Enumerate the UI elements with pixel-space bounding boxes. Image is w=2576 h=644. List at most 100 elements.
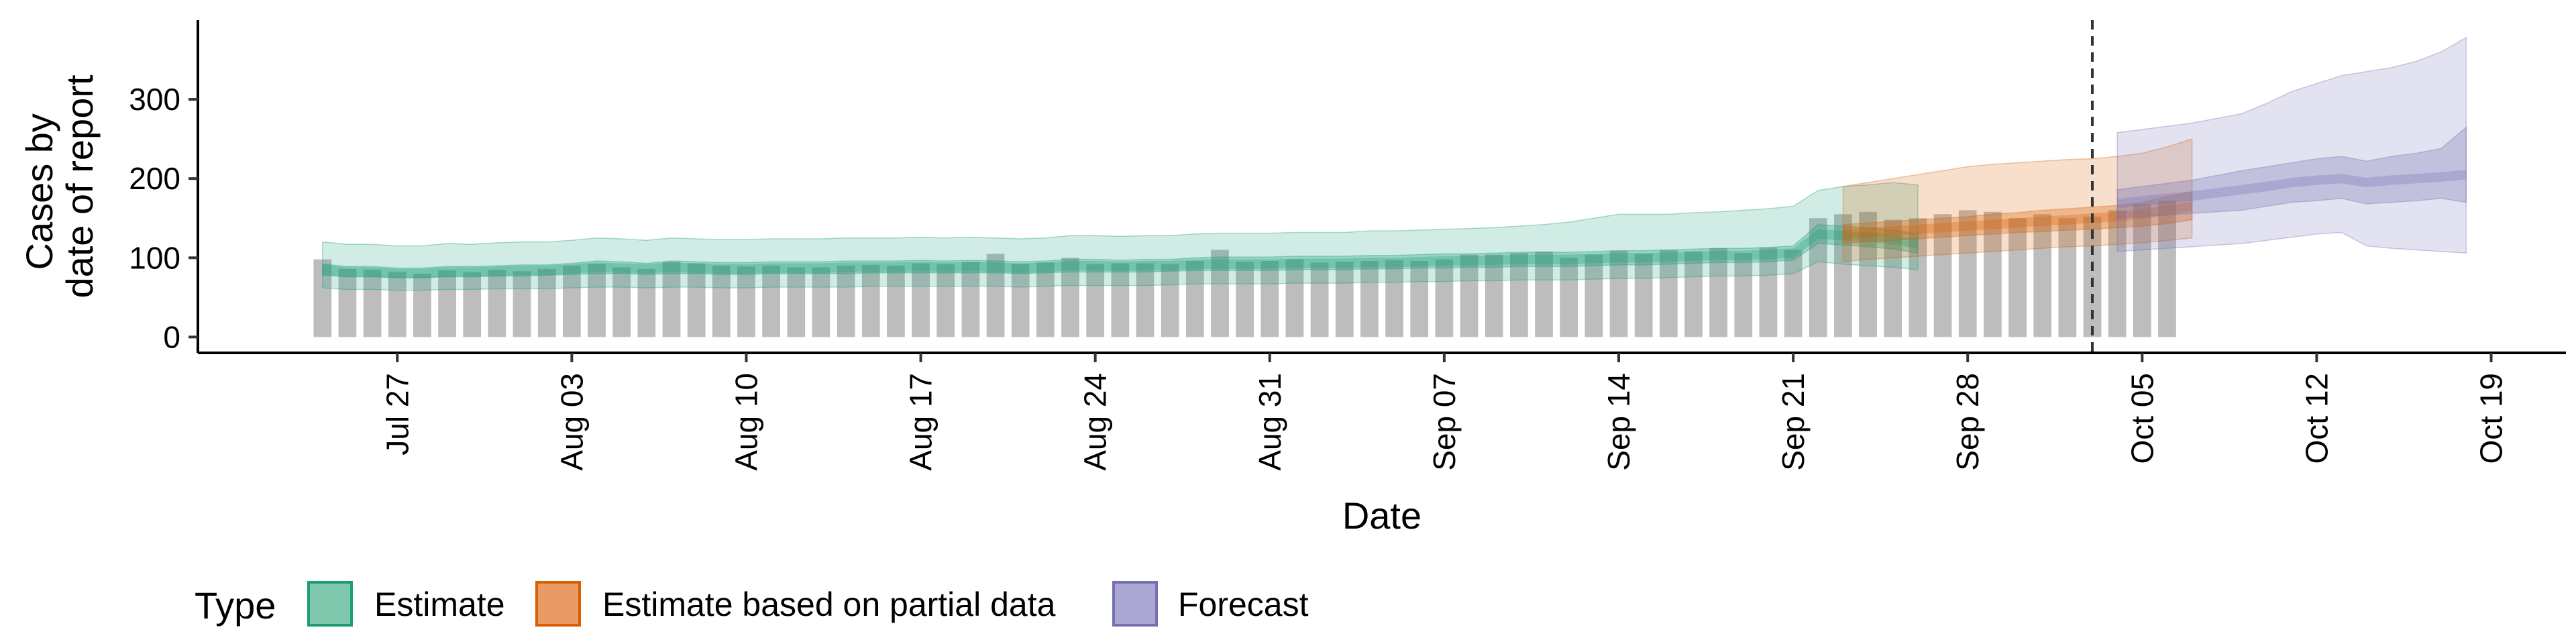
case-bar [1310, 262, 1329, 337]
estimate-based-on-partial-data-band-50 [1842, 191, 2193, 244]
case-bar [1360, 261, 1379, 337]
x-tick-label: Aug 17 [904, 373, 938, 471]
case-bar [712, 266, 731, 337]
legend-title: Type [195, 584, 276, 627]
estimate-based-on-partial-data-band-90 [1842, 138, 2193, 263]
case-bar [1933, 214, 1952, 337]
case-bar [488, 270, 506, 337]
y-tick-label: 300 [129, 82, 180, 117]
x-tick-label: Sep 14 [1601, 373, 1636, 471]
case-bar [1784, 250, 1803, 337]
case-bar [1335, 262, 1354, 337]
case-bar [1011, 264, 1030, 337]
y-axis-title: Cases by date of report [18, 74, 101, 299]
case-bar [562, 266, 581, 337]
case-bar [413, 273, 431, 337]
case-bar [1260, 261, 1279, 337]
case-bar [612, 267, 631, 337]
case-bar [662, 262, 681, 337]
case-bar [1659, 250, 1678, 337]
x-tick-label: Jul 27 [380, 373, 415, 455]
case-bar [388, 272, 407, 337]
case-bar [313, 259, 332, 337]
case-bar [1111, 263, 1130, 337]
case-bar [1609, 250, 1628, 337]
case-bar [1061, 258, 1079, 337]
case-bar [438, 270, 456, 337]
legend-key-partial [535, 581, 581, 627]
case-bar [1460, 254, 1479, 337]
case-bar [1734, 253, 1753, 337]
case-bar [1086, 264, 1105, 337]
case-bar [1211, 250, 1229, 337]
x-ticks: Jul 27 Aug 03 Aug 10 Aug 17 Aug 24 Aug 31 Sep … [380, 353, 2509, 471]
estimate-median-band [322, 229, 1918, 278]
x-tick-label: Aug 03 [554, 373, 589, 471]
estimate-based-on-partial-data-median-band [1843, 201, 2192, 239]
legend-label-partial: Estimate based on partial data [602, 586, 1056, 623]
case-bar [513, 271, 531, 337]
case-bar [912, 263, 930, 337]
case-bar [1485, 254, 1503, 337]
case-bar [2158, 201, 2176, 337]
case-bar [961, 262, 980, 337]
case-bar [537, 268, 556, 337]
case-bar [2133, 203, 2151, 337]
y-axis-title-line-1: Cases by [18, 113, 60, 270]
case-bar [837, 266, 855, 337]
case-bar [1709, 248, 1728, 337]
case-bar [1834, 214, 1852, 337]
case-bar [1236, 262, 1254, 337]
case-bar [1909, 218, 1927, 337]
case-bar [1385, 260, 1403, 337]
case-bar [1535, 251, 1553, 337]
case-bar [2108, 210, 2127, 337]
legend: Type Estimate Estimate based on partial … [195, 581, 1309, 627]
reported-case-bars [313, 201, 2176, 337]
x-tick-label: Oct 12 [2299, 373, 2334, 464]
legend-label-estimate: Estimate [374, 586, 505, 623]
case-bar [1161, 264, 1179, 337]
case-bar [861, 264, 880, 337]
x-tick-label: Sep 28 [1950, 373, 1985, 471]
case-bar [1435, 259, 1454, 337]
case-bar [1958, 210, 1977, 337]
case-bar [936, 264, 955, 337]
x-tick-label: Sep 07 [1427, 373, 1462, 471]
case-bar [338, 268, 357, 337]
x-tick-label: Sep 21 [1776, 373, 1811, 471]
case-bar [687, 263, 706, 337]
x-tick-label: Oct 19 [2474, 373, 2509, 464]
x-tick-label: Aug 10 [729, 373, 763, 471]
case-bar [588, 264, 606, 337]
y-tick-label: 200 [129, 161, 180, 196]
case-bar [2008, 218, 2027, 337]
forecast-band-50 [2116, 125, 2467, 219]
case-bar [1285, 259, 1304, 337]
case-bar [1560, 258, 1578, 337]
case-bar [363, 270, 382, 337]
case-bar [737, 266, 755, 337]
case-bar [1136, 263, 1155, 337]
case-bar [1809, 218, 1827, 337]
case-bar [1983, 211, 2002, 337]
case-bar [1185, 261, 1204, 337]
legend-label-forecast: Forecast [1178, 586, 1309, 623]
case-bar [1859, 211, 1877, 337]
case-bar [762, 266, 781, 337]
case-bar [986, 254, 1005, 337]
y-tick-label: 100 [129, 240, 180, 275]
case-bar [1509, 253, 1528, 337]
x-axis-title: Date [1342, 494, 1421, 537]
case-bar [1634, 254, 1653, 337]
case-bar [1585, 254, 1603, 337]
x-tick-label: Aug 31 [1252, 373, 1287, 471]
legend-key-forecast [1112, 581, 1158, 627]
case-bar [1884, 219, 1902, 337]
y-axis-title-line-2: date of report [58, 74, 101, 299]
y-ticks: 0 100 200 300 [129, 82, 198, 354]
forecast-median-band [2117, 170, 2467, 209]
axes [197, 20, 2566, 354]
case-bar [463, 272, 482, 337]
